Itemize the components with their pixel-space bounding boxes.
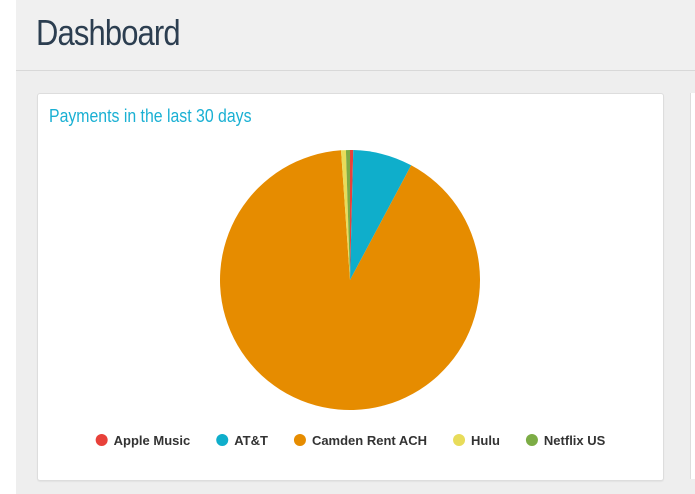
card-title: Payments in the last 30 days bbox=[49, 106, 252, 126]
pie-slice-hulu[interactable] bbox=[341, 150, 350, 280]
adjacent-card-edge bbox=[690, 93, 695, 479]
legend-label: Netflix US bbox=[544, 433, 606, 448]
page-title: Dashboard bbox=[36, 12, 181, 53]
legend-item-camden-rent-ach[interactable]: Camden Rent ACH bbox=[293, 433, 427, 448]
pie-slice-apple-music[interactable] bbox=[350, 150, 354, 280]
legend-item-at-t[interactable]: AT&T bbox=[216, 433, 268, 448]
legend-marker bbox=[216, 434, 229, 446]
legend-label: Camden Rent ACH bbox=[312, 433, 427, 448]
pie-slice-at-t[interactable] bbox=[350, 150, 412, 280]
legend-marker bbox=[525, 434, 538, 446]
legend-label: Apple Music bbox=[114, 433, 191, 448]
main-content: Dashboard Payments in the last 30 days A… bbox=[16, 0, 695, 494]
pie-slice-netflix-us[interactable] bbox=[345, 150, 350, 280]
payments-card: Payments in the last 30 days Apple Music… bbox=[37, 93, 664, 481]
payments-pie-chart: Apple Music AT&T Camden Rent ACH Hulu Netfli… bbox=[95, 150, 606, 448]
page-header: Dashboard bbox=[16, 0, 695, 71]
legend-item-netflix-us[interactable]: Netflix US bbox=[525, 433, 606, 448]
legend-marker bbox=[95, 434, 108, 446]
legend-label: Hulu bbox=[471, 433, 500, 448]
legend-label: AT&T bbox=[234, 433, 268, 448]
legend-item-hulu[interactable]: Hulu bbox=[453, 433, 500, 448]
legend-item-apple-music[interactable]: Apple Music bbox=[95, 433, 191, 448]
legend-marker bbox=[453, 434, 466, 446]
legend-marker bbox=[293, 434, 306, 446]
pie-slice-camden-rent-ach[interactable] bbox=[220, 150, 481, 411]
